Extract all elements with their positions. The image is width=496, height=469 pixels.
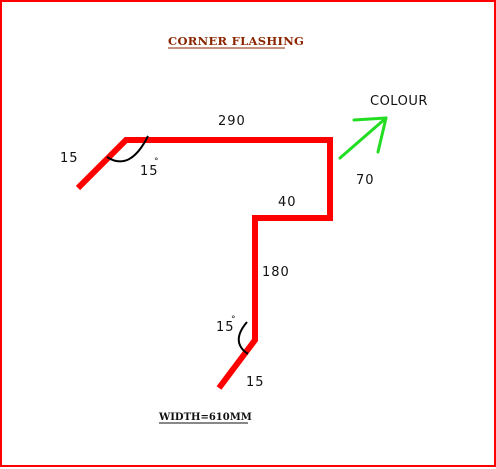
bottom-angle-dimension: 15: [216, 320, 235, 335]
top-lip-dimension: 15: [60, 151, 79, 166]
top-width-dimension: 290: [218, 114, 246, 129]
top-angle-degree: °: [154, 157, 159, 167]
colour-arrow-icon: [338, 116, 388, 160]
step-dimension: 40: [278, 195, 297, 210]
diagram-title: CORNER FLASHING: [168, 34, 304, 48]
vertical-dimension: 180: [262, 265, 290, 280]
bottom-angle-arc: [237, 321, 249, 355]
flashing-profile: [75, 137, 333, 390]
width-note: WIDTH=610MM: [158, 412, 252, 423]
right-drop-dimension: 70: [356, 173, 375, 188]
bottom-angle-degree: °: [231, 315, 236, 325]
colour-label: COLOUR: [370, 94, 428, 109]
top-angle-dimension: 15: [140, 164, 159, 179]
top-angle-arc: [106, 135, 149, 163]
bottom-lip-dimension: 15: [246, 375, 265, 390]
